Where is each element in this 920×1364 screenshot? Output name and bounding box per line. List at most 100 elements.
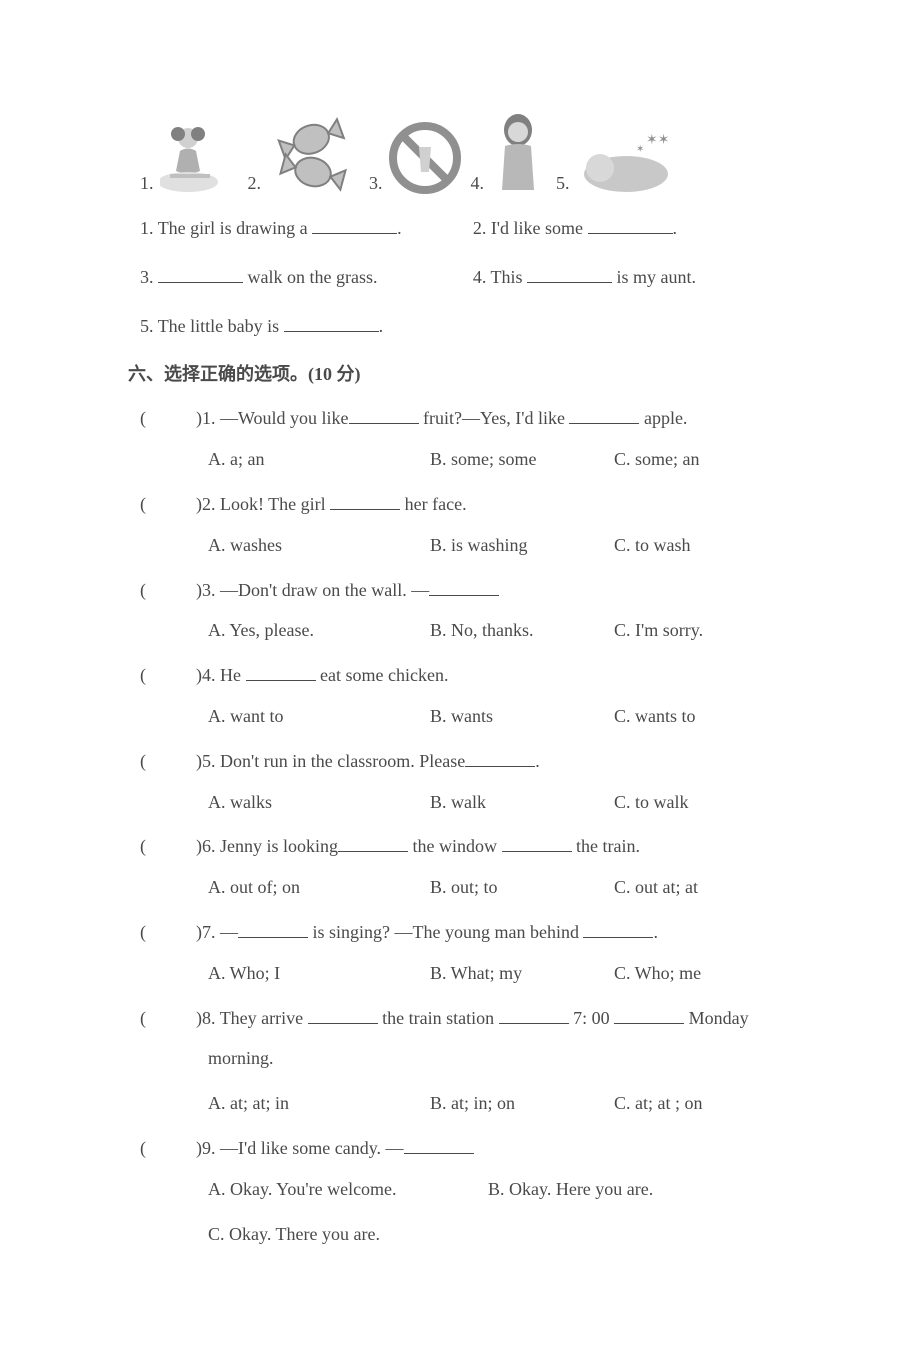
qtext: He [220, 665, 246, 685]
mc-question-9: ( )9. —I'd like some candy. — A. Okay. Y… [140, 1134, 780, 1248]
mc-question-6: ( )6. Jenny is looking the window the tr… [140, 832, 780, 902]
blank [527, 282, 612, 283]
blank [465, 766, 535, 767]
open-paren: ( [140, 576, 172, 605]
qtext: . [535, 751, 540, 771]
qtext: Look! The girl [220, 494, 330, 514]
blank [246, 680, 316, 681]
open-paren: ( [140, 747, 172, 776]
open-paren: ( [140, 1004, 172, 1033]
girl-drawing-icon [160, 116, 238, 194]
blank [158, 282, 243, 283]
svg-text:✶✶: ✶✶ [646, 133, 669, 148]
option-a: A. Who; I [208, 959, 430, 988]
options-row: A. want to B. wants C. wants to [140, 702, 780, 731]
qnum: )7. [196, 922, 216, 942]
question-body: )2. Look! The girl her face. [196, 490, 780, 519]
option-a: A. out of; on [208, 873, 430, 902]
section-6-header: 六、选择正确的选项。(10 分) [128, 360, 780, 386]
option-c: C. Who; me [614, 959, 701, 988]
qtext: eat some chicken. [316, 665, 449, 685]
fill-blank-row-1: 1. The girl is drawing a . 2. I'd like s… [140, 214, 780, 243]
fill-post: . [673, 218, 678, 238]
woman-icon [490, 110, 546, 194]
fill-num: 4. [473, 267, 487, 287]
qtext: 7: 00 [569, 1008, 615, 1028]
blank [569, 423, 639, 424]
option-b: B. What; my [430, 959, 614, 988]
open-paren: ( [140, 918, 172, 947]
question-continuation: morning. [140, 1044, 780, 1073]
fill-pre: I'd like some [491, 218, 588, 238]
question-body: )4. He eat some chicken. [196, 661, 780, 690]
qtext: apple. [639, 408, 687, 428]
mc-question-8: ( )8. They arrive the train station 7: 0… [140, 1004, 780, 1118]
fill-blank-row-3: 5. The little baby is . [140, 312, 780, 341]
qtext: —Don't draw on the wall. — [220, 580, 429, 600]
qtext: Jenny is looking [220, 836, 338, 856]
blank [502, 851, 572, 852]
blank [308, 1023, 378, 1024]
qtext: — [220, 922, 238, 942]
mc-row: ( )9. —I'd like some candy. — [140, 1134, 780, 1163]
option-b: B. is washing [430, 531, 614, 560]
qnum: )1. [196, 408, 216, 428]
qtext: Don't run in the classroom. Please [220, 751, 465, 771]
option-a: A. Okay. You're welcome. [208, 1175, 488, 1204]
question-body: )5. Don't run in the classroom. Please. [196, 747, 780, 776]
options-row: A. walks B. walk C. to walk [140, 788, 780, 817]
fill-post: . [379, 316, 384, 336]
mc-question-2: ( )2. Look! The girl her face. A. washes… [140, 490, 780, 560]
fill-pre: The girl is drawing a [158, 218, 312, 238]
blank [583, 937, 653, 938]
mc-row: ( )4. He eat some chicken. [140, 661, 780, 690]
fill-num: 5. [140, 316, 154, 336]
qtext: is singing? —The young man behind [308, 922, 583, 942]
option-c: C. to walk [614, 788, 689, 817]
mc-question-7: ( )7. — is singing? —The young man behin… [140, 918, 780, 988]
mc-question-4: ( )4. He eat some chicken. A. want to B.… [140, 661, 780, 731]
fill-blank-row-2: 3. walk on the grass. 4. This is my aunt… [140, 263, 780, 292]
image-item-1: 1. [140, 116, 238, 194]
fill-item-5: 5. The little baby is . [140, 312, 447, 341]
mc-row: ( )8. They arrive the train station 7: 0… [140, 1004, 780, 1033]
qnum: )5. [196, 751, 216, 771]
blank [588, 233, 673, 234]
option-b: B. wants [430, 702, 614, 731]
fill-num: 3. [140, 267, 154, 287]
image-row: 1. 2. [140, 110, 780, 194]
options-row: A. Yes, please. B. No, thanks. C. I'm so… [140, 616, 780, 645]
qnum: )6. [196, 836, 216, 856]
qtext: the window [408, 836, 502, 856]
fill-item-2: 2. I'd like some . [473, 214, 780, 243]
option-c: C. out at; at [614, 873, 698, 902]
open-paren: ( [140, 832, 172, 861]
mc-question-1: ( )1. —Would you like fruit?—Yes, I'd li… [140, 404, 780, 474]
no-walk-sign-icon [389, 122, 461, 194]
blank [338, 851, 408, 852]
option-a: A. washes [208, 531, 430, 560]
image-num: 4. [471, 173, 485, 194]
open-paren: ( [140, 1134, 172, 1163]
blank [312, 233, 397, 234]
open-paren: ( [140, 661, 172, 690]
qnum: )3. [196, 580, 216, 600]
options-row: A. washes B. is washing C. to wash [140, 531, 780, 560]
option-c: C. some; an [614, 445, 700, 474]
option-a: A. walks [208, 788, 430, 817]
question-body: )6. Jenny is looking the window the trai… [196, 832, 780, 861]
option-b: B. No, thanks. [430, 616, 614, 645]
svg-text:✶: ✶ [636, 144, 644, 155]
fill-num: 2. [473, 218, 487, 238]
image-num: 5. [556, 173, 570, 194]
qtext: —Would you like [220, 408, 349, 428]
option-c: C. I'm sorry. [614, 616, 703, 645]
mc-question-3: ( )3. —Don't draw on the wall. — A. Yes,… [140, 576, 780, 646]
option-c: C. at; at ; on [614, 1089, 703, 1118]
fill-num: 1. [140, 218, 154, 238]
question-body: )9. —I'd like some candy. — [196, 1134, 780, 1163]
image-item-5: 5. ✶✶ ✶ [556, 132, 674, 194]
mc-row: ( )7. — is singing? —The young man behin… [140, 918, 780, 947]
candy-icon [267, 114, 359, 194]
image-item-3: 3. [369, 122, 461, 194]
